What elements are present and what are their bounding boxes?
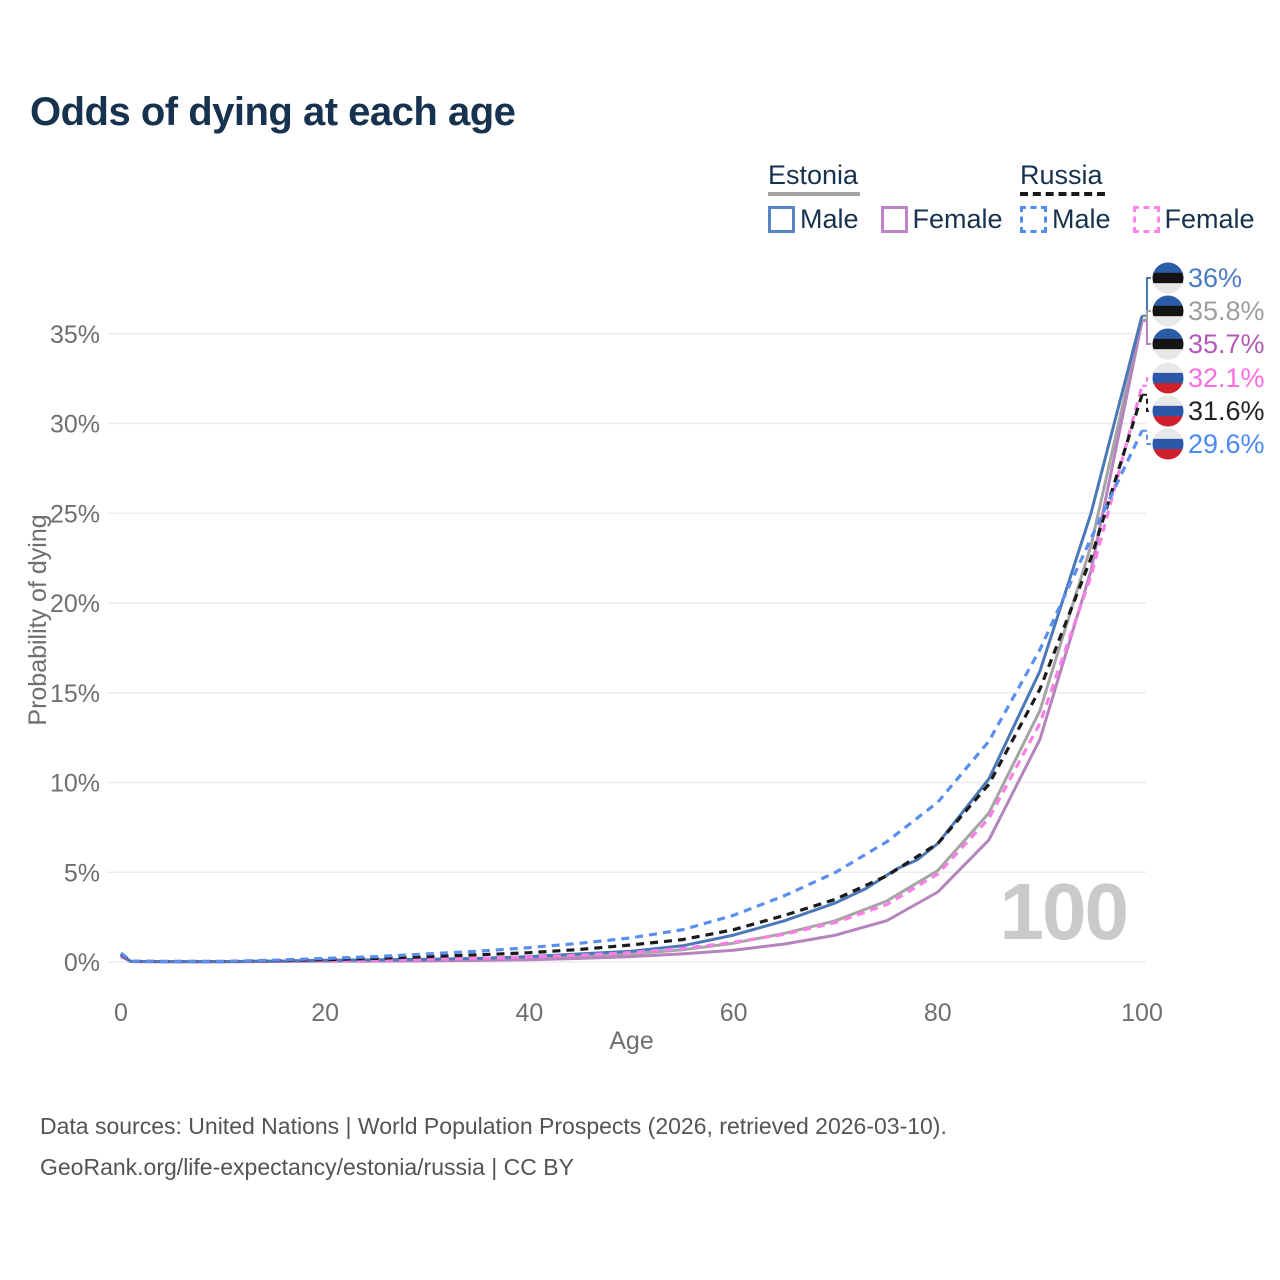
data-sources-line: Data sources: United Nations | World Pop… bbox=[40, 1113, 947, 1139]
x-tick-label: 40 bbox=[515, 999, 543, 1027]
flag-band bbox=[1152, 438, 1184, 450]
mortality-chart-canvas: 0% 5% 10% 15% 20% 25% 30% 35% 0 20 40 60 80 100 Age Pro… bbox=[24, 262, 1265, 1055]
end-value-label-estonia-male: 36% bbox=[1188, 263, 1242, 293]
x-axis-title: Age bbox=[609, 1027, 653, 1055]
legend-country-label-estonia[interactable]: Estonia bbox=[768, 160, 861, 196]
series-line-estonia-male[interactable] bbox=[120, 315, 1144, 964]
y-tick-label: 20% bbox=[50, 590, 100, 618]
legend-group-russia: Russia Male Female bbox=[1020, 160, 1255, 235]
legend-item-label: Female bbox=[912, 204, 1003, 234]
y-tick-label: 15% bbox=[50, 680, 100, 708]
y-tick-label: 10% bbox=[50, 770, 100, 798]
dashed-line-swatch-icon bbox=[1132, 206, 1160, 233]
solid-line-swatch-icon bbox=[880, 206, 908, 233]
y-axis-title: Probability of dying bbox=[24, 514, 52, 725]
end-value-label-russia-female: 32.1% bbox=[1188, 363, 1265, 393]
x-tick-label: 0 bbox=[114, 999, 128, 1027]
y-tick-label: 0% bbox=[64, 949, 100, 977]
legend-item-label: Female bbox=[1164, 204, 1255, 234]
y-tick-label: 25% bbox=[50, 500, 100, 528]
flag-band bbox=[1152, 416, 1184, 427]
y-tick-label: 35% bbox=[50, 321, 100, 349]
legend-item-label: Male bbox=[800, 204, 859, 234]
legend-item-label: Male bbox=[1052, 204, 1111, 234]
legend-item-estonia-female[interactable]: Female bbox=[880, 204, 1003, 235]
y-tick-label: 30% bbox=[50, 411, 100, 439]
y-tick-label: 5% bbox=[64, 859, 100, 887]
flag-band bbox=[1152, 316, 1184, 327]
flag-band bbox=[1152, 349, 1184, 360]
flag-band bbox=[1152, 283, 1184, 294]
flag-band bbox=[1152, 395, 1184, 407]
flag-band bbox=[1152, 272, 1184, 284]
leader-line-estonia-female bbox=[1142, 320, 1151, 345]
chart-footer: Data sources: United Nations | World Pop… bbox=[40, 1106, 947, 1188]
flag-band bbox=[1152, 328, 1184, 340]
leader-line-russia-female bbox=[1142, 377, 1151, 387]
leader-line-estonia bbox=[1142, 310, 1151, 321]
russia-flag-icon bbox=[1152, 428, 1184, 460]
flag-band bbox=[1152, 338, 1184, 350]
solid-line-swatch-icon bbox=[768, 206, 795, 233]
legend-group-estonia: Estonia Male Female bbox=[768, 160, 1003, 235]
legend-item-russia-female[interactable]: Female bbox=[1132, 204, 1255, 235]
estonia-flag-icon bbox=[1152, 295, 1184, 327]
end-value-label-russia: 31.6% bbox=[1188, 396, 1265, 426]
flag-band bbox=[1152, 449, 1184, 460]
legend-item-russia-male[interactable]: Male bbox=[1020, 204, 1111, 235]
x-tick-label: 80 bbox=[924, 999, 952, 1027]
leader-line-russia bbox=[1142, 393, 1151, 412]
flag-band bbox=[1152, 305, 1184, 317]
russia-flag-icon bbox=[1152, 362, 1184, 394]
legend-items-row: Male Female bbox=[1020, 204, 1255, 235]
age-watermark: 100 bbox=[999, 867, 1129, 956]
dashed-line-swatch-icon bbox=[1020, 206, 1047, 233]
flag-band bbox=[1152, 295, 1184, 307]
legend-country-label-russia[interactable]: Russia bbox=[1020, 160, 1105, 196]
x-tick-label: 60 bbox=[720, 999, 748, 1027]
page-title: Odds of dying at each age bbox=[30, 90, 516, 134]
flag-band bbox=[1152, 262, 1184, 274]
flag-band bbox=[1152, 383, 1184, 394]
flag-band bbox=[1152, 428, 1184, 440]
legend-items-row: Male Female bbox=[768, 204, 1003, 235]
attribution-line: GeoRank.org/life-expectancy/estonia/russ… bbox=[40, 1154, 574, 1180]
estonia-flag-icon bbox=[1152, 328, 1184, 360]
series-line-russia-male[interactable] bbox=[119, 430, 1144, 964]
end-value-label-estonia-female: 35.7% bbox=[1188, 329, 1265, 359]
flag-band bbox=[1152, 372, 1184, 384]
end-value-label-estonia: 35.8% bbox=[1188, 296, 1265, 326]
legend-item-estonia-male[interactable]: Male bbox=[768, 204, 859, 235]
x-tick-label: 20 bbox=[311, 999, 339, 1027]
leader-line-estonia-male bbox=[1142, 277, 1151, 317]
flag-band bbox=[1152, 405, 1184, 417]
leader-line-russia-male bbox=[1142, 429, 1151, 445]
russia-flag-icon bbox=[1152, 395, 1184, 427]
end-value-label-russia-male: 29.6% bbox=[1188, 429, 1265, 459]
flag-band bbox=[1152, 362, 1184, 374]
estonia-flag-icon bbox=[1152, 262, 1184, 294]
x-tick-label: 100 bbox=[1121, 999, 1163, 1027]
